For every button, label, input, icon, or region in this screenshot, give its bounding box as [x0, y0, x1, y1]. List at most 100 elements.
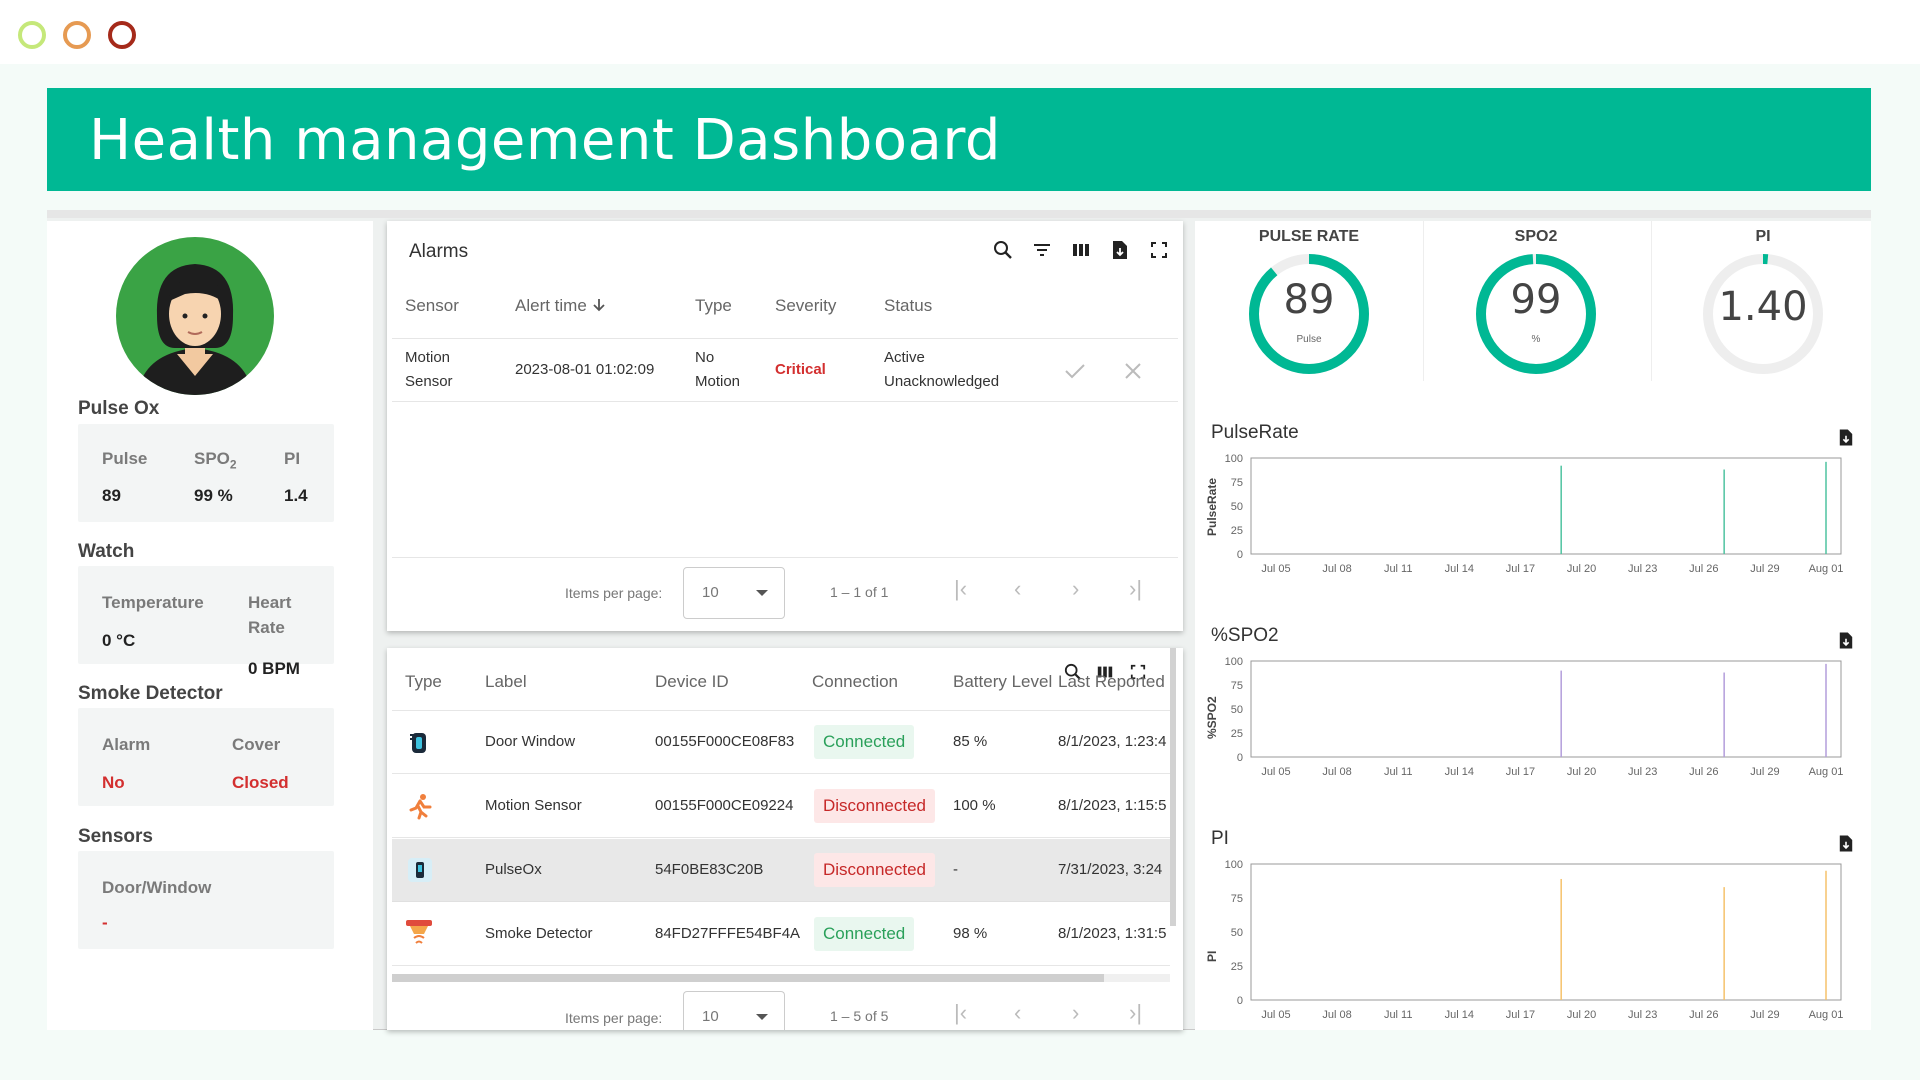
heart-rate-label-1: Heart	[248, 593, 292, 612]
device-id: 54F0BE83C20B	[655, 861, 764, 878]
x-tick-label: Jul 14	[1445, 766, 1474, 778]
window-control-green[interactable]	[18, 21, 46, 49]
temperature-label: Temperature	[102, 593, 204, 612]
next-page-icon[interactable]: ›	[1072, 576, 1080, 601]
gauge-fill	[1249, 254, 1369, 374]
smoke-detector-card: Alarm Cover No Closed	[78, 708, 334, 806]
window-control-orange[interactable]	[63, 21, 91, 49]
y-tick-label: 100	[1225, 859, 1243, 871]
table-row[interactable]: Motion Sensor 00155F000CE09224 Disconnec…	[392, 775, 1170, 838]
clear-icon[interactable]	[1121, 359, 1145, 383]
y-tick-label: 0	[1237, 549, 1243, 561]
connection-status-badge: Connected	[814, 917, 915, 951]
previous-page-icon[interactable]: ‹	[1014, 576, 1022, 601]
last-page-icon[interactable]: ›|	[1129, 576, 1143, 601]
x-tick-label: Jul 11	[1384, 766, 1413, 778]
avatar	[115, 236, 275, 396]
y-tick-label: 75	[1231, 893, 1243, 905]
export-file-icon[interactable]	[1108, 238, 1132, 262]
battery-level: 100 %	[953, 797, 996, 814]
pulse-value: 89	[102, 486, 121, 505]
column-header-alert-time[interactable]: Alert time	[515, 296, 606, 317]
table-row[interactable]: PulseOx 54F0BE83C20B Disconnected - 7/31…	[392, 839, 1170, 902]
last-reported: 7/31/2023, 3:24	[1058, 861, 1163, 878]
column-header-last-reported[interactable]: Last Reported	[1058, 672, 1165, 691]
fullscreen-icon[interactable]	[1147, 238, 1171, 262]
y-tick-label: 50	[1231, 501, 1243, 513]
gauge-value: 99	[1510, 277, 1562, 323]
y-tick-label: 100	[1225, 453, 1243, 465]
vertical-scrollbar[interactable]	[1170, 648, 1176, 926]
alarm-label: Alarm	[102, 735, 151, 754]
chart-svg: 100 75 50 25 0 Jul 05 Jul 08 Jul 11 Jul 14 Jul 17…	[1225, 859, 1844, 1021]
window-control-red[interactable]	[108, 21, 136, 49]
alarm-time: 2023-08-01 01:02:09	[515, 361, 655, 378]
last-page-icon[interactable]: ›|	[1129, 1000, 1143, 1025]
items-per-page-label: Items per page:	[565, 585, 663, 601]
y-tick-label: 0	[1237, 752, 1243, 764]
table-row[interactable]: Door Window 00155F000CE08F83 Connected 8…	[392, 711, 1170, 774]
watch-title: Watch	[78, 541, 135, 562]
horizontal-scrollbar[interactable]	[392, 974, 1104, 982]
alarms-panel: Alarms Sensor Alert time Type Severity S…	[387, 221, 1183, 631]
alarms-title: Alarms	[409, 241, 469, 262]
fullscreen-icon[interactable]	[1126, 660, 1150, 684]
smoke-detector-title: Smoke Detector	[78, 683, 223, 704]
columns-icon[interactable]	[1093, 660, 1117, 684]
spo2-value: 99 %	[194, 486, 233, 505]
columns-icon[interactable]	[1069, 238, 1093, 262]
column-header-status[interactable]: Status	[884, 296, 933, 315]
column-header-type[interactable]: Type	[405, 672, 442, 691]
pulse-label: Pulse	[102, 449, 148, 468]
door-window-icon	[406, 729, 434, 757]
pulseox-card: Pulse SPO2 PI 89 99 % 1.4	[78, 424, 334, 522]
items-per-page-select[interactable]: 10	[683, 567, 785, 619]
connection-status-badge: Disconnected	[814, 789, 936, 823]
search-icon[interactable]	[1061, 660, 1085, 684]
sort-down-icon	[592, 297, 606, 317]
table-row[interactable]: Smoke Detector 84FD27FFFE54BF4A Connecte…	[392, 903, 1170, 966]
export-file-icon[interactable]	[1838, 631, 1854, 655]
column-header-type[interactable]: Type	[695, 296, 732, 315]
column-header-severity[interactable]: Severity	[775, 296, 837, 315]
connection-status-badge: Connected	[814, 725, 915, 759]
first-page-icon[interactable]: |‹	[954, 1000, 968, 1025]
column-header-connection[interactable]: Connection	[812, 672, 899, 691]
chart-title: %SPO2	[1211, 625, 1279, 646]
first-page-icon[interactable]: |‹	[954, 576, 968, 601]
export-file-icon[interactable]	[1838, 834, 1854, 858]
gauge-fill	[1703, 254, 1823, 374]
battery-level: 98 %	[953, 925, 988, 942]
plot-area	[1250, 457, 1842, 555]
column-header-label[interactable]: Label	[485, 672, 527, 691]
device-id: 00155F000CE08F83	[655, 733, 795, 750]
y-tick-label: 0	[1237, 995, 1243, 1007]
chart-svg: 100 75 50 25 0 Jul 05 Jul 08 Jul 11 Jul 14 Jul 17…	[1225, 453, 1844, 575]
acknowledge-icon[interactable]	[1063, 359, 1087, 383]
column-header-device-id[interactable]: Device ID	[655, 672, 729, 691]
gauge-value: 89	[1283, 277, 1335, 323]
gauge-label: PULSE RATE	[1258, 228, 1360, 245]
window-titlebar	[0, 0, 1920, 64]
export-file-icon[interactable]	[1838, 428, 1854, 452]
x-tick-label: Jul 05	[1261, 766, 1290, 778]
dropdown-arrow-icon	[756, 590, 768, 596]
previous-page-icon[interactable]: ‹	[1014, 1000, 1022, 1025]
search-icon[interactable]	[991, 238, 1015, 262]
filter-icon[interactable]	[1030, 238, 1054, 262]
pagination-range: 1 – 5 of 5	[830, 1008, 889, 1024]
device-id: 84FD27FFFE54BF4A	[655, 925, 801, 942]
chart-title: PI	[1211, 828, 1229, 849]
alarm-value: No	[102, 773, 125, 792]
vitals-panel: PULSE RATE 89 Pulse SPO2 99% PI 1.40 PulseRate…	[1195, 221, 1871, 1030]
next-page-icon[interactable]: ›	[1072, 1000, 1080, 1025]
column-header-sensor[interactable]: Sensor	[405, 296, 459, 315]
x-tick-label: Jul 08	[1322, 563, 1351, 575]
divider	[392, 338, 1178, 339]
gauge-ring	[1249, 254, 1369, 374]
gauge-ring	[1476, 254, 1596, 374]
y-tick-label: 100	[1225, 656, 1243, 668]
y-tick-label: 50	[1231, 927, 1243, 939]
column-header-battery-level[interactable]: Battery Level	[953, 672, 1053, 691]
items-per-page-select[interactable]: 10	[683, 991, 785, 1030]
